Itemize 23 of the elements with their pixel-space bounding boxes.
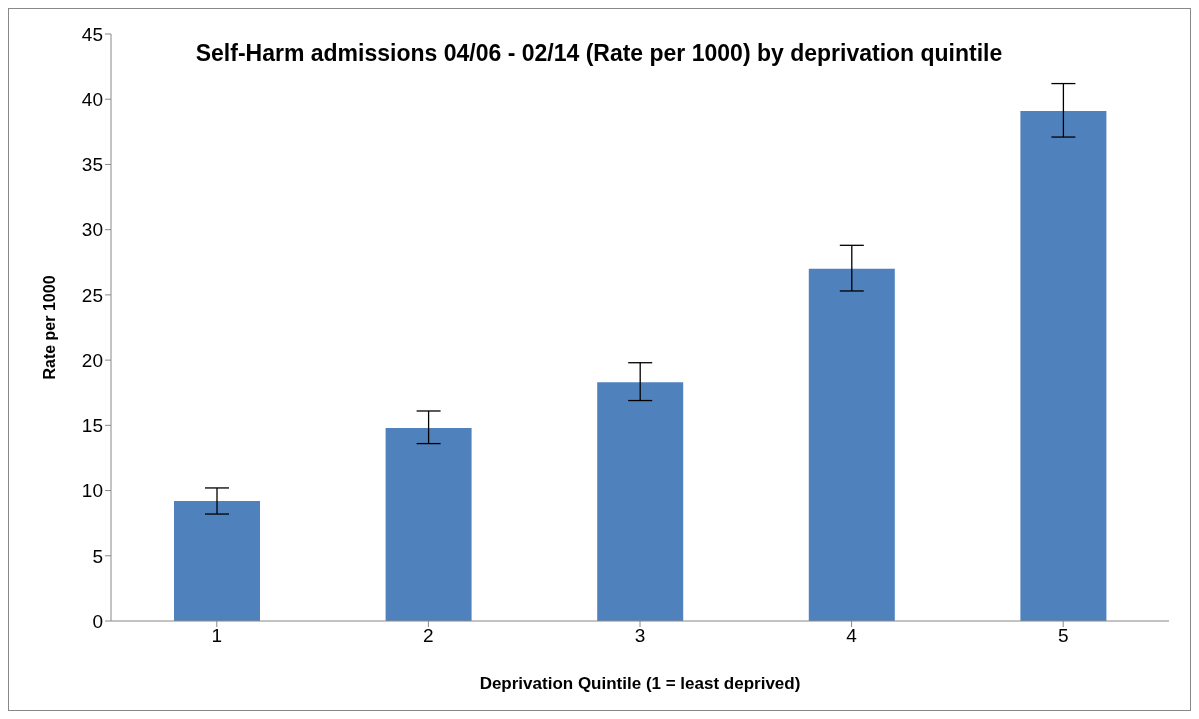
bar [597, 382, 684, 621]
y-tick-label: 40 [81, 88, 103, 110]
x-axis-title: Deprivation Quintile (1 = least deprived) [479, 674, 801, 693]
y-tick-label: 25 [81, 284, 103, 306]
x-tick-label: 5 [1057, 625, 1069, 647]
chart-title: Self-Harm admissions 04/06 - 02/14 (Rate per 1000) by deprivation quintile [194, 39, 1004, 68]
y-tick-label: 15 [81, 415, 103, 437]
bar [385, 427, 472, 621]
y-tick-label: 20 [81, 349, 103, 371]
x-tick-label: 3 [634, 625, 646, 647]
y-tick-label: 45 [81, 23, 103, 45]
x-tick-label: 1 [211, 625, 223, 647]
y-tick-label: 10 [81, 480, 103, 502]
y-tick-label: 0 [92, 610, 103, 632]
y-tick-label: 30 [81, 219, 103, 241]
x-tick-label: 4 [846, 625, 858, 647]
y-tick-label: 35 [81, 154, 103, 176]
y-tick-label: 5 [92, 545, 103, 567]
y-axis-title: Rate per 1000 [40, 275, 58, 380]
bar [1020, 110, 1107, 621]
bar [174, 500, 260, 621]
x-tick-label: 2 [423, 625, 434, 647]
bar [808, 268, 895, 621]
